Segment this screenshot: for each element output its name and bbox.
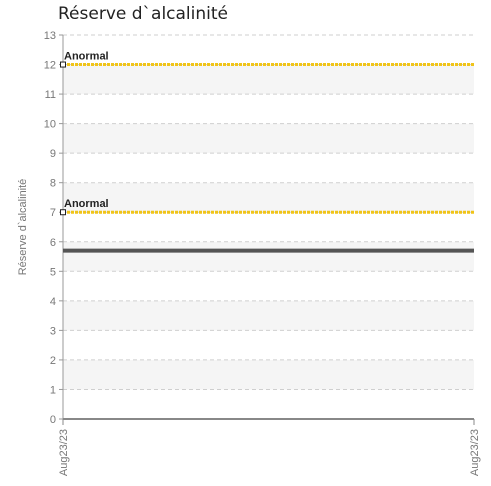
y-tick-label: 2: [50, 355, 56, 367]
plot-band: [63, 271, 474, 301]
reference-lines: Anormal Anormal: [60, 51, 474, 216]
plot-band: [63, 359, 474, 390]
plot-band: [63, 35, 474, 65]
plot-band: [63, 153, 474, 183]
y-tick-label: 4: [50, 296, 56, 308]
plot-band: [63, 94, 474, 124]
reference-marker: [60, 209, 66, 216]
y-tick-label: 10: [44, 119, 56, 131]
y-tick-label: 6: [50, 237, 56, 249]
plot-band: [63, 241, 474, 272]
x-ticks: Aug23/23 Aug23/23: [58, 419, 481, 476]
y-tick-label: 12: [44, 60, 56, 72]
plot-band: [63, 330, 474, 360]
chart-title: Réserve d`alcalinité: [58, 4, 228, 24]
y-tick-label: 13: [44, 30, 56, 42]
reference-marker: [60, 61, 66, 68]
reference-label: Anormal: [64, 198, 109, 210]
y-tick-label: 8: [50, 178, 56, 190]
y-tick-label: 0: [50, 414, 56, 426]
plot-band: [63, 300, 474, 331]
y-axis-title: Réserve d`alcalinité: [17, 179, 29, 276]
plot-bands: [63, 35, 474, 419]
axes: [62, 35, 474, 420]
plot-band: [63, 64, 474, 95]
reference-label: Anormal: [64, 51, 109, 63]
plot-band: [63, 123, 474, 154]
y-tick-label: 3: [50, 325, 56, 337]
plot-band: [63, 389, 474, 419]
y-tick-label: 9: [50, 148, 56, 160]
y-tick-label: 7: [50, 207, 56, 219]
x-tick-label: Aug23/23: [58, 429, 70, 476]
y-tick-label: 1: [50, 384, 56, 396]
y-tick-label: 11: [45, 89, 56, 101]
y-tick-label: 5: [50, 266, 56, 278]
plot-band: [63, 182, 474, 213]
plot-band: [63, 212, 474, 242]
x-tick-label: Aug23/23: [469, 429, 481, 476]
